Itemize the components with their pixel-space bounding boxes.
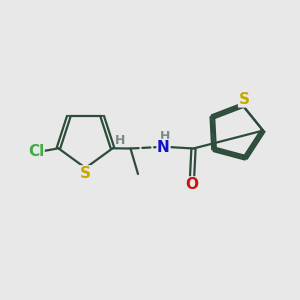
Text: Cl: Cl	[28, 144, 44, 159]
Text: S: S	[80, 166, 91, 181]
Text: H: H	[115, 134, 125, 148]
Text: N: N	[157, 140, 170, 154]
Text: H: H	[160, 130, 170, 143]
Text: O: O	[185, 177, 199, 192]
Text: S: S	[238, 92, 250, 107]
